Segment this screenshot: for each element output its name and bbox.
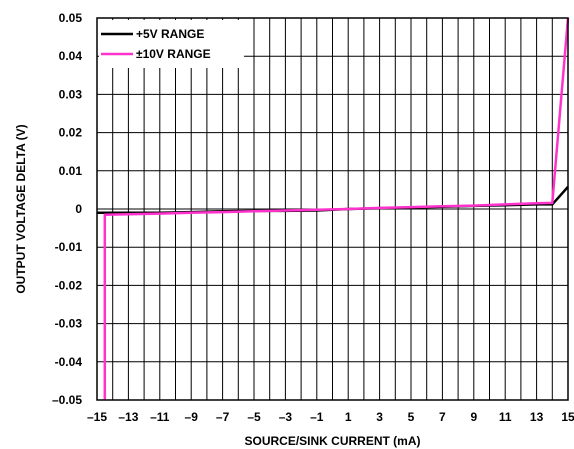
y-tick-label: -0.02: [55, 278, 83, 292]
y-tick-label: 0.01: [59, 164, 83, 178]
legend: +5V RANGE ±10V RANGE: [99, 20, 244, 68]
y-tick-label: 0: [75, 202, 82, 216]
x-axis-title: SOURCE/SINK CURRENT (mA): [244, 434, 420, 448]
x-tick-label: –9: [185, 410, 199, 424]
y-tick-label: 0.02: [59, 126, 83, 140]
x-tick-label: 7: [439, 410, 446, 424]
plot-frame: [96, 17, 569, 401]
y-tick-label: -0.04: [55, 355, 83, 369]
x-tick-label: –15: [87, 410, 107, 424]
x-tick-label: –7: [216, 410, 230, 424]
y-tick-label: –0.05: [52, 393, 82, 407]
y-tick-label: 0.03: [59, 87, 83, 101]
series-lines: [97, 17, 570, 400]
series-line-plusminus10v-range: [103, 17, 570, 400]
x-tick-labels: –15 –13 –11 –9 –7 –5 –3 –1 1 3 5 7 9 11 13 15: [87, 410, 574, 424]
legend-label: +5V RANGE: [136, 27, 204, 41]
y-tick-label: -0.03: [55, 317, 83, 331]
x-tick-label: 5: [408, 410, 415, 424]
x-tick-label: –5: [247, 410, 261, 424]
y-tick-label: 0.04: [59, 49, 83, 63]
x-tick-label: –11: [150, 410, 170, 424]
x-tick-label: 13: [530, 410, 544, 424]
y-tick-label: -0.01: [55, 240, 83, 254]
x-tick-label: –3: [279, 410, 293, 424]
x-tick-label: –13: [118, 410, 138, 424]
x-tick-label: 15: [561, 410, 574, 424]
y-tick-label: 0.05: [59, 11, 83, 25]
x-tick-label: 3: [376, 410, 383, 424]
x-tick-label: 9: [470, 410, 477, 424]
y-tick-labels: 0.05 0.04 0.03 0.02 0.01 0 -0.01 -0.02 -0.03 -0.0…: [52, 11, 82, 407]
legend-label: ±10V RANGE: [136, 47, 211, 61]
x-tick-label: 11: [499, 410, 512, 424]
legend-box: [99, 20, 244, 68]
x-tick-label: –1: [310, 410, 324, 424]
y-axis-title: OUTPUT VOLTAGE DELTA (V): [14, 124, 28, 293]
x-tick-label: 1: [345, 410, 352, 424]
